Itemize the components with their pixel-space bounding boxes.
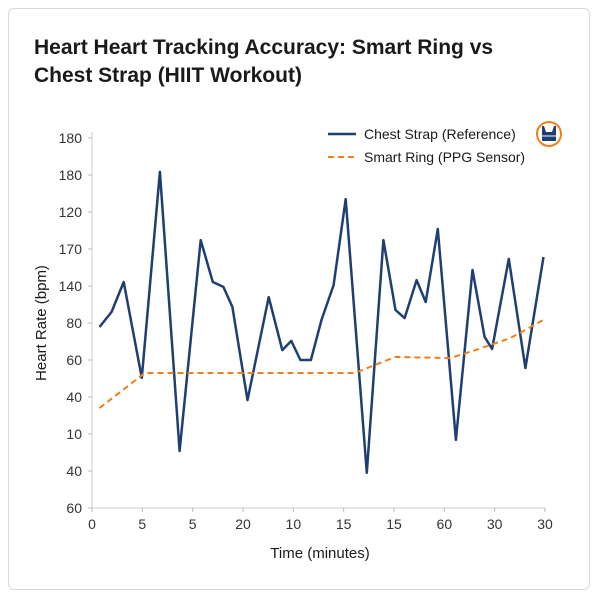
legend: Chest Strap (Reference) Smart Ring (PPG … [328,126,525,165]
smart-ring-line [98,318,546,409]
x-tick-label: 10 [286,516,302,532]
y-tick-label: 170 [59,241,83,257]
y-tick-label: 40 [66,463,82,479]
y-tick-label: 180 [59,130,83,146]
x-tick-label: 0 [88,516,96,532]
y-tick-label: 180 [59,167,83,183]
chart-card [8,8,590,590]
x-tick-label: 5 [189,516,197,532]
chest-strap-line [98,170,545,475]
y-tick-label: 10 [66,426,82,442]
x-tick-label: 15 [336,516,352,532]
series-lines [98,170,546,475]
x-tick-label: 5 [138,516,146,532]
legend-label-chest-strap: Chest Strap (Reference) [364,126,516,142]
x-tick-label: 30 [537,516,553,532]
y-tick-label: 80 [66,315,82,331]
axes: 180 180 120 170 140 80 60 40 10 40 60 0 5 5 20 10 15 15 60… [59,130,553,532]
y-tick-label: 40 [66,389,82,405]
x-tick-label: 15 [386,516,402,532]
x-axis-label: Time (minutes) [270,545,369,562]
y-tick-label: 120 [59,204,83,220]
x-tick-label: 20 [235,516,251,532]
legend-label-smart-ring: Smart Ring (PPG Sensor) [364,149,525,165]
y-axis-label: Heart Rate (bpm) [33,265,50,381]
x-tick-label: 30 [487,516,503,532]
sports-bra-icon [536,121,562,147]
y-tick-label: 140 [59,278,83,294]
chart-title: Heart Heart Tracking Accuracy: Smart Rin… [34,36,494,87]
y-tick-label: 60 [66,500,82,516]
y-tick-label: 60 [66,352,82,368]
x-tick-label: 60 [437,516,453,532]
